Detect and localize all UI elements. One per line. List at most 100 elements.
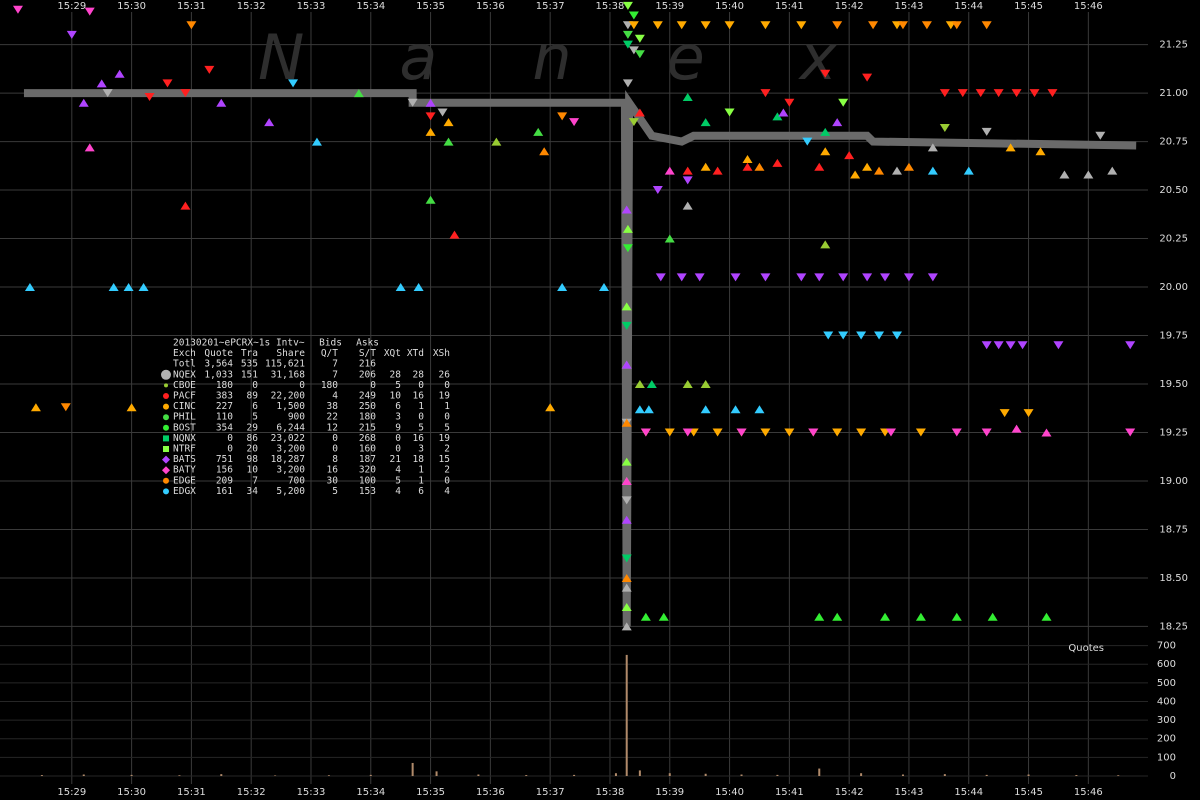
ask-marker: [999, 409, 1010, 418]
table-cell: 5,200: [276, 486, 305, 497]
bid-marker: [730, 405, 741, 414]
x-tick-label: 15:44: [954, 1, 983, 12]
x-tick-label: 15:34: [356, 1, 385, 12]
ask-marker: [957, 89, 968, 98]
table-cell: 7: [332, 369, 338, 380]
bid-marker: [700, 380, 711, 388]
bid-marker: [634, 405, 645, 414]
legend-icon: [164, 383, 168, 388]
bid-marker: [634, 108, 645, 117]
table-cell: 4: [332, 391, 338, 402]
ask-marker: [915, 428, 926, 437]
ask-marker: [880, 273, 891, 282]
y2-tick-label: 300: [1157, 715, 1176, 726]
table-cell: 320: [359, 465, 376, 476]
x-tick-label: 15:46: [1074, 1, 1103, 12]
table-cell: 180: [216, 380, 233, 391]
ask-marker: [1017, 341, 1028, 350]
y-tick-label: 21.00: [1159, 88, 1188, 99]
table-cell: 29: [247, 422, 259, 433]
bid-marker: [621, 603, 632, 612]
ask-marker: [808, 428, 819, 437]
table-cell: 215: [359, 422, 376, 433]
ask-marker: [814, 273, 825, 282]
ask-marker: [1095, 131, 1106, 140]
table-cell: EDGX: [173, 486, 196, 497]
bid-marker: [700, 162, 711, 171]
x-tick-label: 15:39: [655, 1, 684, 12]
legend-icon: [162, 455, 170, 464]
y-tick-label: 19.00: [1159, 476, 1188, 487]
x-tick-label: 15:43: [895, 1, 924, 12]
table-column-header: Tra: [241, 348, 258, 359]
x-tick-label: 15:38: [596, 1, 625, 12]
ask-marker: [186, 21, 197, 30]
table-cell: 5: [418, 422, 424, 433]
table-cell: 0: [418, 380, 424, 391]
bid-marker: [682, 201, 693, 210]
bid-marker: [443, 118, 454, 127]
bid-marker: [664, 234, 675, 243]
quote-bar: [625, 654, 628, 776]
legend-icon: [163, 435, 169, 442]
bid-marker: [1011, 424, 1022, 433]
ask-marker: [180, 89, 191, 98]
ask-marker: [622, 79, 633, 88]
x-tick-label: 15:43: [895, 787, 924, 798]
table-caption: 20130201~ePCRX~1s Intv~: [173, 338, 305, 349]
ask-marker: [784, 98, 795, 107]
table-cell: 15: [439, 454, 450, 465]
table-cell: 3: [395, 412, 401, 423]
table-cell: 180: [359, 412, 376, 423]
ask-marker: [868, 21, 879, 30]
ask-marker: [437, 108, 448, 117]
bid-marker: [927, 166, 938, 175]
ask-marker: [1047, 89, 1058, 98]
bid-marker: [682, 380, 693, 388]
bid-marker: [621, 418, 632, 427]
bid-marker: [425, 98, 436, 107]
quote-bar: [411, 762, 414, 776]
bid-marker: [772, 158, 783, 167]
bid-marker: [425, 195, 436, 204]
table-cell: 89: [247, 391, 259, 402]
table-cell: 31,168: [271, 369, 306, 380]
ask-marker: [288, 79, 299, 88]
table-cell: Totl: [173, 359, 196, 370]
x-tick-label: 15:32: [237, 1, 266, 12]
quote-bar: [704, 773, 707, 776]
table-cell: 0: [444, 475, 450, 486]
legend-icon: [163, 424, 169, 431]
ask-marker: [838, 98, 849, 107]
bid-marker: [987, 612, 998, 621]
ask-marker: [628, 21, 639, 30]
bid-marker: [1059, 170, 1070, 179]
y-tick-label: 20.25: [1159, 234, 1188, 245]
ask-marker: [760, 21, 771, 30]
table-cell: 19: [439, 391, 451, 402]
table-cell: 20: [247, 444, 259, 455]
bid-marker: [832, 612, 843, 621]
bid-marker: [778, 108, 789, 117]
bid-marker: [24, 283, 35, 292]
x-tick-label: 15:42: [835, 1, 864, 12]
ask-marker: [820, 69, 831, 78]
table-cell: 26: [439, 369, 451, 380]
x-tick-label: 15:36: [476, 787, 505, 798]
bid-marker: [1041, 612, 1052, 621]
x-tick-label: 15:38: [596, 787, 625, 798]
ask-marker: [557, 112, 568, 121]
table-cell: 21: [390, 454, 402, 465]
table-cell: 28: [390, 369, 402, 380]
table-cell: 100: [359, 475, 376, 486]
bid-marker: [621, 573, 632, 582]
table-cell: NQEX: [173, 369, 196, 380]
table-cell: BOST: [173, 422, 196, 433]
bid-marker: [533, 127, 544, 136]
bid-marker: [643, 405, 654, 414]
table-cell: 3: [418, 444, 424, 455]
table-cell: 18: [413, 454, 425, 465]
quote-bar: [525, 775, 528, 776]
quote-bar: [82, 774, 85, 776]
ask-marker: [694, 273, 705, 282]
